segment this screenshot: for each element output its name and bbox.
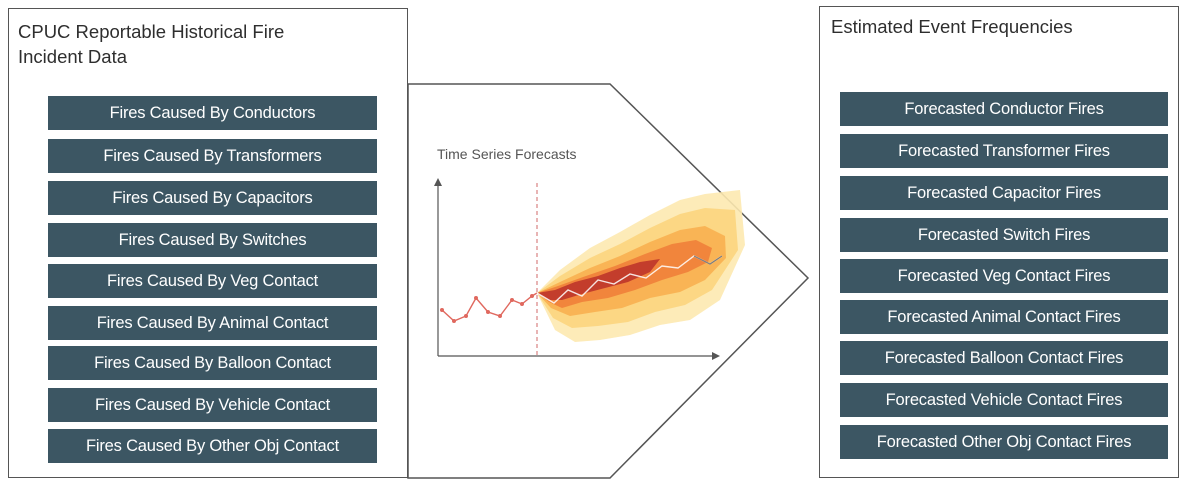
y-axis-arrowhead [434, 178, 442, 186]
history-item-veg-contact: Fires Caused By Veg Contact [48, 264, 377, 298]
forecast-item-vehicle-contact: Forecasted Vehicle Contact Fires [840, 383, 1168, 417]
history-points [440, 294, 534, 323]
x-axis-arrowhead [712, 352, 720, 360]
history-item-capacitors: Fires Caused By Capacitors [48, 181, 377, 215]
forecast-line-tail [693, 255, 723, 265]
panel-title: CPUC Reportable Historical Fire Incident… [18, 21, 285, 67]
history-item-conductors: Fires Caused By Conductors [48, 96, 377, 130]
panel-title: Estimated Event Frequencies [831, 16, 1073, 37]
history-item-switches: Fires Caused By Switches [48, 223, 377, 257]
forecast-item-veg-contact: Forecasted Veg Contact Fires [840, 259, 1168, 293]
forecast-item-capacitor: Forecasted Capacitor Fires [840, 176, 1168, 210]
forecast-item-conductor: Forecasted Conductor Fires [840, 92, 1168, 126]
time-series-chart [434, 178, 745, 360]
chart-title: Time Series Forecasts [437, 146, 577, 162]
forecast-item-other-obj-contact: Forecasted Other Obj Contact Fires [840, 425, 1168, 459]
forecast-item-switch: Forecasted Switch Fires [840, 218, 1168, 252]
history-item-balloon-contact: Fires Caused By Balloon Contact [48, 346, 377, 380]
history-line [441, 292, 538, 322]
forecast-item-transformer: Forecasted Transformer Fires [840, 134, 1168, 168]
history-item-animal-contact: Fires Caused By Animal Contact [48, 306, 377, 340]
forecast-item-balloon-contact: Forecasted Balloon Contact Fires [840, 341, 1168, 375]
history-item-other-obj-contact: Fires Caused By Other Obj Contact [48, 429, 377, 463]
history-item-vehicle-contact: Fires Caused By Vehicle Contact [48, 388, 377, 422]
forecast-item-animal-contact: Forecasted Animal Contact Fires [840, 300, 1168, 334]
history-item-transformers: Fires Caused By Transformers [48, 139, 377, 173]
